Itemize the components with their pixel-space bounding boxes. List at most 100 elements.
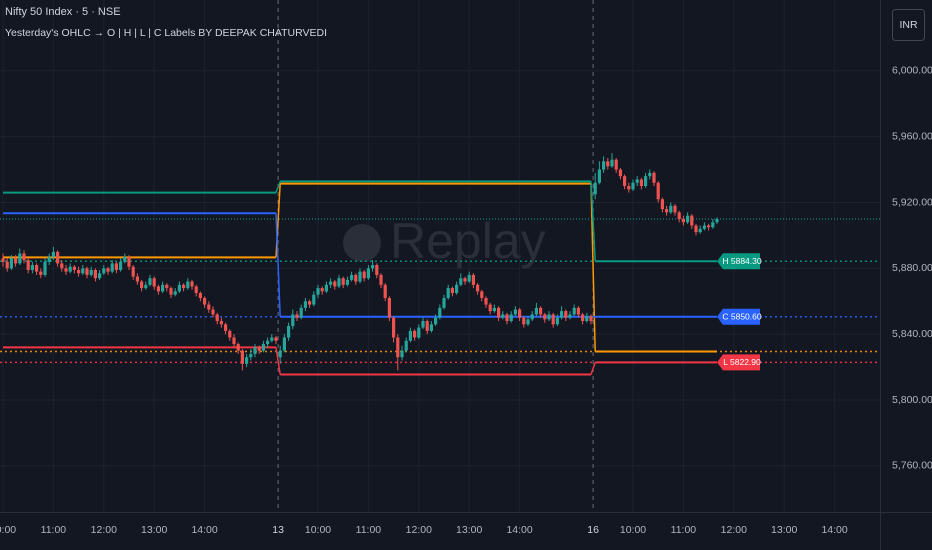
x-tick-label: 14:00 (191, 524, 217, 536)
candle-body (249, 353, 253, 358)
candle-body (551, 314, 555, 325)
x-tick-label: 10:00 (0, 524, 16, 536)
candle-body (681, 218, 685, 223)
candle-body (413, 330, 417, 338)
candle-body (593, 182, 597, 195)
candle-body (194, 286, 198, 294)
candle-body (324, 284, 328, 292)
candle-body (253, 347, 257, 354)
candle-body (610, 159, 614, 167)
candle-body (211, 309, 215, 315)
candle-body (358, 271, 362, 282)
candle-body (476, 284, 480, 292)
candle-body (35, 265, 39, 272)
candle-body (169, 288, 173, 295)
candle-body (329, 281, 333, 285)
candle-body (89, 269, 93, 275)
candle-body (576, 307, 580, 315)
candle-body (375, 265, 379, 275)
candle-body (534, 307, 538, 315)
candle-body (257, 347, 261, 351)
candle-body (236, 344, 240, 351)
level-tag-label: C 5850.60 (722, 311, 761, 321)
candle-body (106, 268, 110, 272)
level-tag (717, 253, 760, 270)
candle-body (30, 265, 34, 270)
candle-body (81, 268, 85, 274)
watermark: Replay (390, 213, 546, 269)
candle-body (715, 218, 719, 223)
candle-body (425, 321, 429, 331)
candle-body (589, 316, 593, 322)
candle-body (652, 172, 656, 183)
candle-body (64, 268, 68, 272)
candle-body (186, 281, 190, 289)
candle-body (455, 284, 459, 294)
x-tick-label: 11:00 (41, 524, 67, 536)
candle-body (400, 350, 404, 358)
candle-body (429, 324, 433, 331)
x-tick-label: 12:00 (91, 524, 117, 536)
x-tick-label: 11:00 (356, 524, 382, 536)
candle-body (442, 297, 446, 308)
candle-body (707, 225, 711, 228)
candle-body (9, 258, 13, 269)
candle-body (148, 278, 152, 285)
candle-body (690, 215, 694, 226)
x-tick-label: 12:00 (406, 524, 432, 536)
candle-body (539, 307, 543, 315)
candle-body (173, 291, 177, 295)
candle-body (282, 337, 286, 351)
candle-body (631, 182, 635, 190)
level-tag-label: H 5884.30 (722, 256, 761, 266)
y-tick-label: 5,760.00 (892, 460, 932, 472)
level-connector (275, 213, 281, 317)
candle-body (177, 284, 181, 292)
candle-body (602, 161, 606, 170)
candle-body (665, 209, 669, 213)
candle-body (627, 186, 631, 190)
candle-body (404, 340, 408, 351)
candle-body (421, 321, 425, 328)
candles (1, 153, 719, 371)
candle-body (127, 256, 131, 267)
candle-body (320, 288, 324, 292)
candle-body (518, 309, 522, 318)
candle-body (39, 271, 43, 275)
candle-body (114, 263, 118, 270)
candle-body (165, 284, 169, 289)
currency-button-label[interactable]: INR (899, 19, 918, 31)
candle-body (656, 182, 660, 200)
candle-body (215, 314, 219, 322)
candle-body (224, 324, 228, 331)
candle-body (702, 225, 706, 229)
candle-body (26, 260, 30, 270)
candle-body (618, 169, 622, 177)
candle-body (266, 340, 270, 345)
candle-body (686, 215, 690, 223)
watermark-logo (343, 224, 381, 262)
currency-button[interactable] (892, 9, 925, 41)
candle-body (43, 261, 47, 275)
x-tick-label: 10:00 (620, 524, 646, 536)
candle-body (198, 293, 202, 298)
x-tick-label: 14:00 (821, 524, 847, 536)
y-tick-label: 5,960.00 (892, 130, 932, 142)
candle-body (597, 169, 601, 183)
y-tick-label: 5,840.00 (892, 328, 932, 340)
candle-body (354, 274, 358, 282)
candle-body (308, 301, 312, 305)
candle-body (450, 288, 454, 294)
axes: 5,760.00 5,800.00 5,840.00 5,880.00 5,920.00… (0, 65, 932, 536)
x-tick-label: 13 (272, 524, 284, 536)
candle-body (677, 212, 681, 219)
candle-body (274, 337, 278, 341)
candle-body (581, 314, 585, 322)
candle-body (530, 314, 534, 320)
candle-body (47, 256, 51, 262)
candle-body (408, 330, 412, 341)
candle-body (1, 258, 5, 262)
candle-body (140, 281, 144, 289)
candle-body (711, 222, 715, 228)
